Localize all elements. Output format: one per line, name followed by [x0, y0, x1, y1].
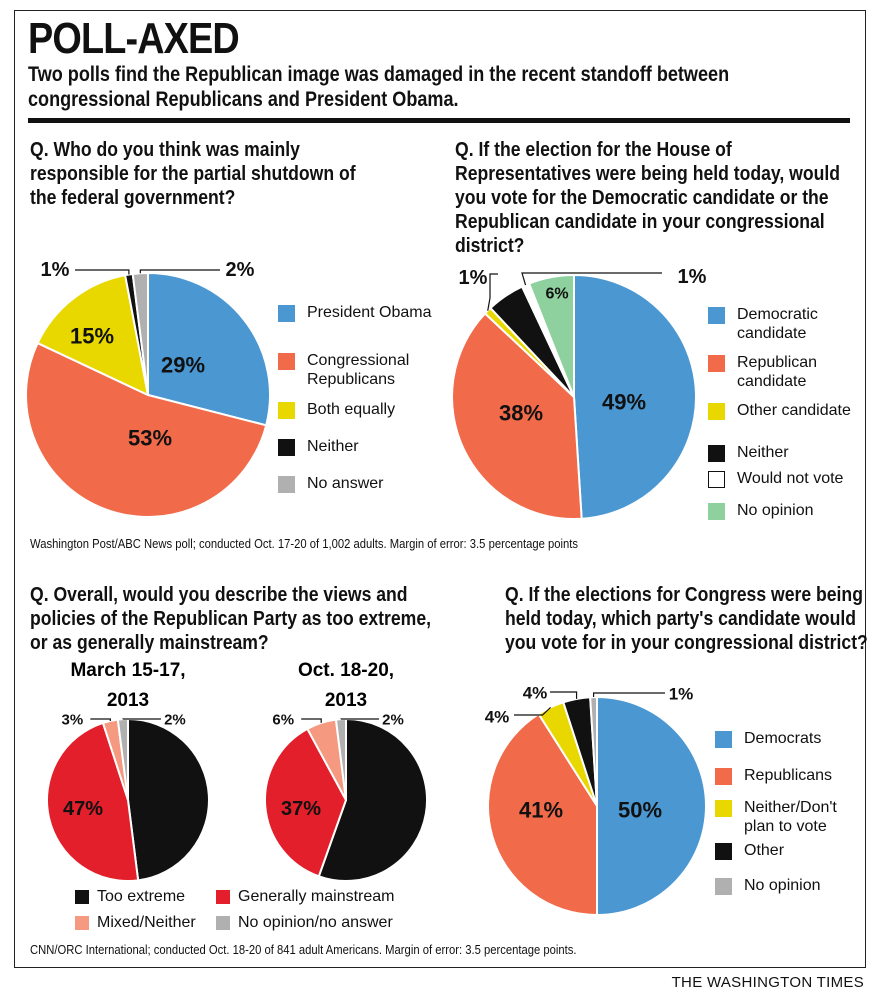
chart4-legend-swatch	[715, 768, 732, 785]
chart3-pie2-leader-mixed-neither	[301, 718, 322, 723]
chart4-label-democrats: 50%	[618, 798, 662, 823]
chart3-legend-label: No opinion/no answer	[238, 914, 393, 931]
chart3-legend-label: Generally mainstream	[238, 888, 395, 905]
chart1-legend-label: Congressional Republicans	[307, 352, 410, 388]
header-rule	[28, 118, 850, 123]
chart4-label-neither-don-t-plan-to-vote: 4%	[485, 708, 510, 727]
chart2-legend-label: Other candidate	[737, 402, 851, 419]
chart1-label-no-answer: 2%	[226, 259, 255, 281]
chart3-legend-swatch	[75, 890, 89, 904]
chart3-pie1-label-too-extreme: 48%	[146, 798, 186, 820]
chart4-slice-no-opinion	[589, 696, 598, 807]
chart2-label-would-not-vote: 1%	[678, 266, 707, 288]
chart2-legend-swatch	[708, 503, 725, 520]
chart4-legend-label: Republicans	[744, 767, 833, 784]
chart4-leader-no-opinion	[592, 692, 665, 698]
chart1-label-both-equally: 15%	[70, 324, 114, 349]
chart1-leader-neither	[75, 269, 130, 275]
chart3-pie1-slice-too-extreme	[127, 718, 210, 882]
chart2-legend-swatch	[708, 355, 725, 372]
chart4-legend-swatch	[715, 800, 732, 817]
chart2-legend-label: Democratic candidate	[737, 306, 818, 342]
chart1-label-president-obama: 29%	[161, 353, 205, 378]
chart4-legend-swatch	[715, 843, 732, 860]
chart2-label-other-candidate: 1%	[459, 267, 488, 289]
chart2-leader-other-candidate	[487, 273, 498, 311]
chart2-label-republican-candidate: 38%	[499, 401, 543, 426]
chart3-pie2-title: Oct. 18-20, 2013	[298, 660, 394, 711]
question-2: Q. If the election for the House of Repr…	[455, 139, 841, 257]
chart3-pie2-slice-generally-mainstream	[264, 727, 347, 878]
chart1-legend-label: President Obama	[307, 304, 432, 321]
chart4-label-no-opinion: 1%	[669, 685, 694, 704]
question-3: Q. Overall, would you describe the views…	[30, 584, 432, 654]
chart3-legend-label: Too extreme	[97, 888, 186, 905]
chart4-legend-swatch	[715, 878, 732, 895]
chart4-label-republicans: 41%	[519, 798, 563, 823]
chart3-pie2-label-no-opinion-no-answer: 2%	[382, 712, 404, 729]
brand-footer: THE WASHINGTON TIMES	[671, 974, 864, 991]
chart1-legend-swatch	[278, 402, 295, 419]
chart2-legend-swatch	[708, 471, 725, 488]
chart1-label-congressional-republicans: 53%	[128, 426, 172, 451]
page-title: POLL-AXED	[28, 14, 240, 63]
chart1-legend-swatch	[278, 476, 295, 493]
chart4-slice-democrats	[596, 696, 707, 916]
chart1-leader-no-answer	[139, 269, 220, 274]
source-top: Washington Post/ABC News poll; conducted…	[30, 537, 579, 551]
chart2-legend-swatch	[708, 307, 725, 324]
chart4-label-other: 4%	[523, 684, 548, 703]
chart1-legend-label: Both equally	[307, 401, 396, 418]
chart1-slice-congressional-republicans	[25, 342, 268, 518]
chart4-legend-swatch	[715, 731, 732, 748]
chart3-pie1-label-mixed-neither: 3%	[61, 712, 83, 729]
question-1: Q. Who do you think was mainly responsib…	[30, 139, 356, 209]
chart3-pie2-label-generally-mainstream: 37%	[281, 798, 321, 820]
chart3-pie1-title: March 15-17, 2013	[70, 660, 185, 711]
chart1-legend-swatch	[278, 353, 295, 370]
chart3-legend-swatch	[216, 916, 230, 930]
source-bottom: CNN/ORC International; conducted Oct. 18…	[30, 943, 577, 957]
chart3-pie2-slice-too-extreme	[317, 718, 429, 882]
chart4-leader-neither-don-t-plan-to-vote	[514, 706, 552, 716]
chart1-legend-swatch	[278, 305, 295, 322]
chart1-legend-swatch	[278, 439, 295, 456]
chart3-pie2-label-too-extreme: 56%	[364, 798, 404, 820]
chart1-legend-label: No answer	[307, 475, 384, 492]
chart3-legend-label: Mixed/Neither	[97, 914, 196, 931]
chart2-legend-swatch	[708, 403, 725, 420]
chart2-leader-would-not-vote	[521, 272, 662, 286]
chart4-legend-label: No opinion	[744, 877, 821, 894]
chart4-legend-label: Democrats	[744, 730, 822, 747]
chart3-legend-swatch	[75, 916, 89, 930]
chart2-legend-label: Neither	[737, 444, 789, 461]
question-4: Q. If the elections for Congress were be…	[505, 584, 868, 654]
chart2-slice-democratic-candidate	[573, 274, 698, 520]
chart2-legend-label: Would not vote	[737, 470, 844, 487]
chart2-legend-label: Republican candidate	[737, 354, 818, 390]
chart4-leader-other	[550, 691, 578, 699]
chart3-legend-swatch	[216, 890, 230, 904]
chart2-legend-label: No opinion	[737, 502, 814, 519]
chart1-slice-both-equally	[36, 274, 149, 396]
page-subtitle: Two polls find the Republican image was …	[28, 63, 730, 111]
chart1-legend-label: Neither	[307, 438, 359, 455]
chart3-pie1-label-no-opinion-no-answer: 2%	[164, 712, 186, 729]
chart2-slice-no-opinion	[528, 274, 575, 398]
chart2-legend-swatch	[708, 445, 725, 462]
chart2-label-neither: 5%	[506, 302, 529, 319]
chart1-label-neither: 1%	[41, 259, 70, 281]
chart2-slice-republican-candidate	[451, 312, 583, 520]
chart2-label-democratic-candidate: 49%	[602, 390, 646, 415]
chart4-legend-label: Other	[744, 842, 785, 859]
chart1-slice-president-obama	[147, 272, 271, 427]
chart3-pie1-leader-mixed-neither	[90, 718, 111, 721]
chart3-pie2-label-mixed-neither: 6%	[272, 712, 294, 729]
chart2-label-no-opinion: 6%	[545, 286, 568, 303]
chart4-legend-label: Neither/Don't plan to vote	[744, 799, 837, 835]
chart3-pie1-label-generally-mainstream: 47%	[63, 798, 103, 820]
graphic-frame	[14, 10, 866, 968]
